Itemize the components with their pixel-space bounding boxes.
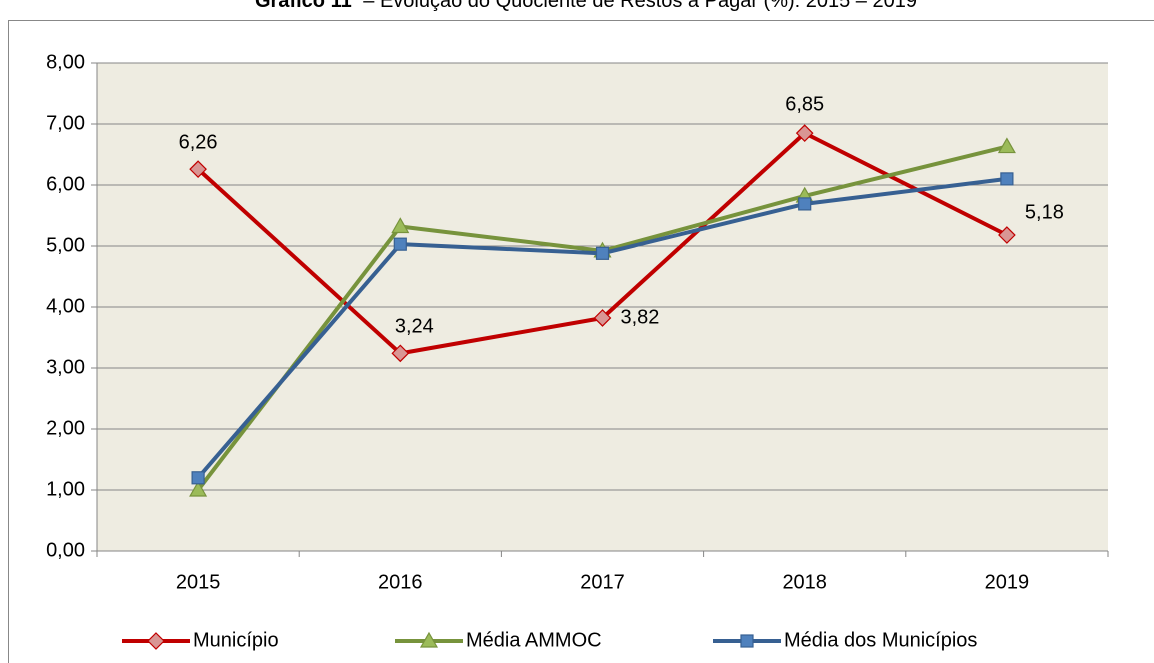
data-label: 3,24: [395, 316, 434, 338]
x-tick-label: 2019: [985, 571, 1030, 593]
point: [1000, 172, 1014, 186]
point: [393, 237, 407, 251]
data-label: 3,82: [621, 306, 660, 328]
legend-label: Município: [193, 629, 279, 651]
point: [997, 137, 1016, 154]
point: [391, 344, 410, 363]
point: [798, 197, 812, 211]
point: [391, 217, 410, 234]
data-label: 5,18: [1025, 201, 1064, 223]
legend-label: Média AMMOC: [466, 629, 602, 651]
point: [189, 480, 208, 497]
legend-marker: [147, 632, 165, 650]
point: [191, 471, 205, 485]
legend-marker: [740, 634, 754, 648]
y-tick-label: 0,00: [46, 539, 85, 561]
y-tick-label: 4,00: [46, 295, 85, 317]
x-tick-label: 2018: [782, 571, 827, 593]
point: [795, 124, 814, 142]
y-tick-label: 7,00: [46, 112, 85, 134]
y-tick-label: 5,00: [46, 234, 85, 256]
x-tick-label: 2016: [378, 571, 423, 593]
x-tick-label: 2015: [176, 571, 221, 593]
legend-marker: [419, 631, 439, 648]
data-label: 6,85: [785, 93, 824, 115]
legend-label: Média dos Municípios: [784, 629, 977, 651]
chart-title: Gráfico 11 – Evolução do Quociente de Re…: [255, 0, 917, 12]
data-label: 6,26: [179, 131, 218, 153]
x-tick-label: 2017: [580, 571, 625, 593]
title-label: Gráfico 11: [255, 0, 352, 12]
y-tick-label: 6,00: [46, 173, 85, 195]
point: [998, 226, 1016, 244]
chart-title-text: – Evolução do Quociente de Restos a Paga…: [363, 0, 917, 12]
y-tick-label: 1,00: [46, 478, 85, 500]
y-tick-label: 3,00: [46, 356, 85, 378]
y-tick-label: 8,00: [46, 51, 85, 73]
point: [595, 246, 610, 260]
y-tick-label: 2,00: [46, 417, 85, 439]
point: [189, 160, 207, 178]
point: [593, 309, 612, 327]
